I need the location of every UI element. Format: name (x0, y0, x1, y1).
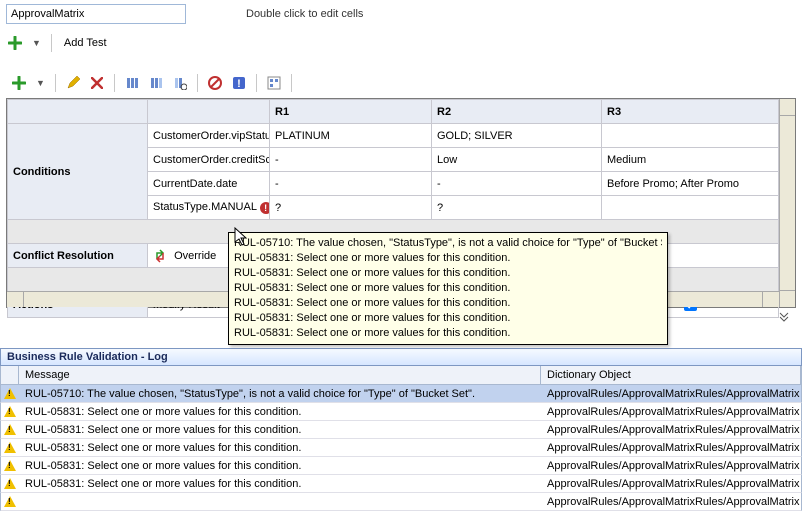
col-header-blank1[interactable] (8, 100, 148, 124)
log-dict: ApprovalRules/ApprovalMatrixRules/Approv… (541, 459, 801, 473)
rule-name-input[interactable] (6, 4, 186, 24)
cond-label[interactable]: StatusType.MANUAL ! (148, 196, 270, 220)
cell[interactable]: Low (432, 148, 602, 172)
log-message: RUL-05831: Select one or more values for… (19, 423, 541, 437)
cell[interactable]: - (270, 172, 432, 196)
conflict-section: Conflict Resolution (8, 244, 148, 268)
log-message: RUL-05831: Select one or more values for… (19, 405, 541, 419)
add-dropdown-icon[interactable]: ▼ (30, 38, 43, 48)
edit-hint: Double click to edit cells (246, 8, 363, 20)
validation-tooltip: RUL-05710: The value chosen, "StatusType… (228, 232, 668, 345)
log-dict: ApprovalRules/ApprovalMatrixRules/Approv… (541, 387, 801, 401)
cell[interactable]: ? (270, 196, 432, 220)
add-row-dropdown-icon[interactable]: ▼ (34, 78, 47, 88)
copy-column-icon[interactable] (147, 74, 165, 92)
cell[interactable]: - (270, 148, 432, 172)
cut-column-icon[interactable] (123, 74, 141, 92)
add-icon[interactable] (6, 34, 24, 52)
warning-icon (1, 459, 19, 472)
tooltip-line: RUL-05831: Select one or more values for… (234, 311, 662, 326)
tooltip-line: RUL-05831: Select one or more values for… (234, 296, 662, 311)
log-dict: ApprovalRules/ApprovalMatrixRules/Approv… (541, 441, 801, 455)
properties-icon[interactable] (265, 74, 283, 92)
cell[interactable]: PLATINUM (270, 124, 432, 148)
log-row[interactable]: ApprovalRules/ApprovalMatrixRules/Approv… (0, 493, 802, 511)
cell[interactable] (602, 124, 779, 148)
log-row[interactable]: RUL-05710: The value chosen, "StatusType… (0, 385, 802, 403)
tooltip-line: RUL-05831: Select one or more values for… (234, 266, 662, 281)
tooltip-line: RUL-05710: The value chosen, "StatusType… (234, 236, 662, 251)
add-test-button[interactable]: Add Test (60, 35, 111, 51)
svg-text:!: ! (237, 78, 241, 90)
col-header-blank2[interactable] (148, 100, 270, 124)
col-header-r3[interactable]: R3 (602, 100, 779, 124)
cell[interactable]: Before Promo; After Promo (602, 172, 779, 196)
log-title: Business Rule Validation - Log (0, 348, 802, 366)
conditions-section: Conditions (8, 124, 148, 220)
warning-icon (1, 495, 19, 508)
edit-icon[interactable] (64, 74, 82, 92)
warning-icon (1, 441, 19, 454)
log-message: RUL-05710: The value chosen, "StatusType… (19, 387, 541, 401)
alert-icon[interactable]: ! (230, 74, 248, 92)
log-message: RUL-05831: Select one or more values for… (19, 441, 541, 455)
expand-arrows-icon[interactable] (778, 310, 794, 324)
log-row[interactable]: RUL-05831: Select one or more values for… (0, 457, 802, 475)
log-message (19, 501, 541, 503)
log-col-message[interactable]: Message (19, 366, 541, 385)
log-message: RUL-05831: Select one or more values for… (19, 459, 541, 473)
vertical-scrollbar[interactable] (779, 99, 795, 307)
log-header: Message Dictionary Object (0, 366, 802, 385)
log-row[interactable]: RUL-05831: Select one or more values for… (0, 439, 802, 457)
log-row[interactable]: RUL-05831: Select one or more values for… (0, 421, 802, 439)
col-header-r1[interactable]: R1 (270, 100, 432, 124)
separator (51, 34, 52, 52)
warning-icon (1, 423, 19, 436)
cell[interactable]: GOLD; SILVER (432, 124, 602, 148)
cond-label[interactable]: CurrentDate.date (148, 172, 270, 196)
override-icon (153, 249, 167, 263)
log-dict: ApprovalRules/ApprovalMatrixRules/Approv… (541, 477, 801, 491)
warning-icon (1, 387, 19, 400)
log-message: RUL-05831: Select one or more values for… (19, 477, 541, 491)
log-dict: ApprovalRules/ApprovalMatrixRules/Approv… (541, 423, 801, 437)
paste-column-icon[interactable] (171, 74, 189, 92)
cell[interactable]: Medium (602, 148, 779, 172)
warning-icon (1, 405, 19, 418)
log-dict: ApprovalRules/ApprovalMatrixRules/Approv… (541, 495, 801, 509)
cond-label[interactable]: CustomerOrder.creditScore (148, 148, 270, 172)
validation-log: Business Rule Validation - Log Message D… (0, 348, 802, 511)
col-header-r2[interactable]: R2 (432, 100, 602, 124)
tooltip-line: RUL-05831: Select one or more values for… (234, 251, 662, 266)
error-icon[interactable]: ! (260, 202, 270, 214)
cell[interactable]: ? (432, 196, 602, 220)
log-col-dict[interactable]: Dictionary Object (541, 366, 801, 385)
add-row-icon[interactable] (10, 74, 28, 92)
cell[interactable] (602, 196, 779, 220)
cell[interactable]: - (432, 172, 602, 196)
delete-icon[interactable] (88, 74, 106, 92)
log-row[interactable]: RUL-05831: Select one or more values for… (0, 403, 802, 421)
tooltip-line: RUL-05831: Select one or more values for… (234, 326, 662, 341)
cond-label[interactable]: CustomerOrder.vipStatus (148, 124, 270, 148)
tooltip-line: RUL-05831: Select one or more values for… (234, 281, 662, 296)
log-dict: ApprovalRules/ApprovalMatrixRules/Approv… (541, 405, 801, 419)
warning-icon (1, 477, 19, 490)
log-row[interactable]: RUL-05831: Select one or more values for… (0, 475, 802, 493)
disable-icon[interactable] (206, 74, 224, 92)
